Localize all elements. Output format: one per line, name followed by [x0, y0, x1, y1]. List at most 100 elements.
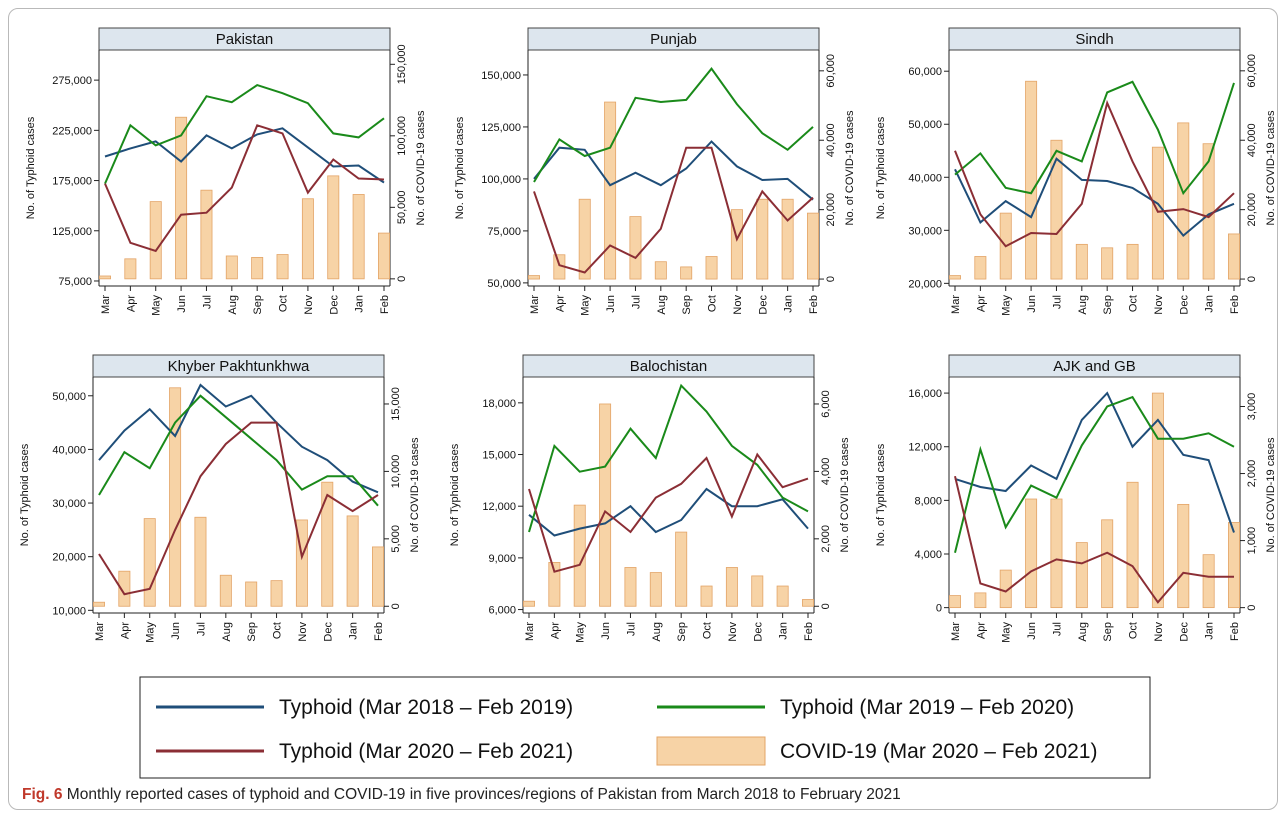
covid-bar	[219, 574, 232, 607]
panel-title-strip	[92, 354, 385, 378]
x-tick-label: Jul	[625, 622, 637, 636]
x-tick-label: Jun	[1026, 295, 1038, 313]
y-axis-title: No. of Typhoid cases	[875, 116, 887, 219]
x-tick-label: Mar	[94, 622, 106, 641]
y2-tick-label: 0	[1246, 605, 1258, 611]
y-tick-label: 50,000	[908, 119, 942, 131]
typhoid-line-2018-19	[954, 157, 1235, 238]
y2-tick-label: 0	[1246, 276, 1258, 282]
typhoid-line-2019-20	[104, 83, 385, 184]
x-tick-label: Jul	[1051, 295, 1063, 309]
chart-canvas: Pakistan 75,000 125,000 175,000 225,000 275,0…	[19, 27, 1277, 779]
covid-bar	[705, 256, 718, 280]
x-tick-label: Mar	[100, 295, 112, 314]
y2-tick-label: 100,000	[396, 116, 408, 156]
x-tick-label: Nov	[1153, 622, 1165, 642]
x-tick-label: May	[580, 295, 592, 316]
covid-bar	[604, 101, 617, 280]
x-tick-label: Aug	[656, 295, 668, 315]
typhoid-line-2019-20	[98, 394, 379, 507]
panel-title-strip	[948, 27, 1241, 51]
y2-tick-label: 15,000	[390, 387, 402, 421]
covid-bar	[1151, 146, 1164, 280]
covid-bar	[751, 575, 764, 607]
y2-tick-label: 4,000	[820, 458, 832, 486]
y2-axis-title: No. of COVID-19 cases	[409, 437, 421, 552]
x-tick-label: Apr	[975, 622, 987, 639]
covid-bar	[1050, 498, 1063, 609]
covid-bar	[321, 481, 334, 607]
y2-tick-label: 2,000	[1246, 460, 1258, 488]
x-tick-label: Apr	[549, 622, 561, 639]
covid-bar	[200, 189, 213, 280]
y-tick-label: 20,000	[52, 552, 86, 564]
covid-bar	[974, 592, 987, 609]
covid-bar	[781, 198, 794, 280]
x-tick-label: Apr	[554, 295, 566, 312]
y-tick-label: 18,000	[482, 398, 516, 410]
x-tick-label: Dec	[328, 295, 340, 315]
covid-bar	[680, 266, 693, 280]
y-tick-label: 225,000	[52, 125, 92, 137]
panel-title-strip	[948, 354, 1241, 378]
covid-bar	[1177, 503, 1190, 609]
figure-frame: Pakistan 75,000 125,000 175,000 225,000 275,0…	[8, 8, 1278, 810]
caption-text: Monthly reported cases of typhoid and CO…	[66, 786, 901, 803]
x-tick-label: Oct	[278, 295, 290, 312]
covid-bar	[225, 255, 238, 280]
covid-bar	[1126, 481, 1139, 609]
covid-bar	[725, 567, 738, 607]
covid-bar	[378, 232, 390, 280]
typhoid-line-2020-21	[954, 99, 1235, 248]
x-tick-label: Jan	[348, 622, 360, 640]
typhoid-line-2018-19	[528, 487, 809, 537]
y2-axis-title: No. of COVID-19 cases	[839, 437, 851, 552]
x-tick-label: Jul	[195, 622, 207, 636]
x-tick-label: Sep	[246, 622, 258, 642]
covid-bar	[1202, 554, 1215, 609]
legend: Typhoid (Mar 2018 – Feb 2019) Typhoid (Ma…	[139, 676, 1151, 779]
y-tick-label: 15,000	[482, 450, 516, 462]
x-tick-label: Aug	[1077, 295, 1089, 315]
x-tick-label: Mar	[529, 295, 541, 314]
covid-bar	[654, 261, 667, 280]
y-tick-label: 12,000	[482, 501, 516, 513]
figure-caption: Fig. 6 Monthly reported cases of typhoid…	[22, 786, 901, 804]
covid-bar	[194, 516, 207, 607]
y2-tick-label: 40,000	[825, 123, 837, 157]
x-tick-label: Feb	[808, 295, 820, 314]
y-axis-title: No. of Typhoid cases	[449, 443, 461, 546]
x-tick-label: May	[575, 622, 587, 643]
chart-panel-balochistan: Balochistan 6,000 9,000 12,000 15,000 18,000 0…	[449, 354, 851, 643]
x-tick-label: Jun	[1026, 622, 1038, 640]
covid-bar	[1025, 80, 1038, 280]
covid-bar	[949, 275, 961, 280]
y2-tick-label: 5,000	[390, 525, 402, 553]
x-tick-label: Feb	[1229, 295, 1241, 314]
x-tick-label: Sep	[681, 295, 693, 315]
y-tick-label: 10,000	[52, 605, 86, 617]
typhoid-line-2020-21	[98, 421, 379, 596]
x-tick-label: Mar	[950, 295, 962, 314]
x-tick-label: Dec	[322, 622, 334, 642]
y-tick-label: 75,000	[487, 226, 521, 238]
chart-panel-punjab: Punjab 50,000 75,000 100,000 125,000 150,000 0…	[454, 27, 856, 316]
covid-bar	[251, 256, 264, 280]
typhoid-line-2019-20	[528, 383, 809, 533]
covid-bar	[629, 216, 642, 280]
covid-bar	[346, 515, 359, 607]
x-tick-label: Aug	[1077, 622, 1089, 642]
x-tick-label: Dec	[1178, 622, 1190, 642]
x-tick-label: Dec	[757, 295, 769, 315]
y2-tick-label: 3,000	[1246, 393, 1258, 421]
typhoid-line-2018-19	[954, 391, 1235, 533]
covid-bar	[949, 595, 961, 609]
panel-title: Sindh	[1075, 31, 1113, 48]
covid-bar	[143, 518, 156, 607]
covid-bar	[118, 570, 131, 607]
covid-bar	[1177, 122, 1190, 280]
covid-bar	[802, 599, 814, 607]
covid-bar	[573, 504, 586, 607]
y2-tick-label: 20,000	[825, 193, 837, 227]
x-tick-label: Feb	[803, 622, 815, 641]
